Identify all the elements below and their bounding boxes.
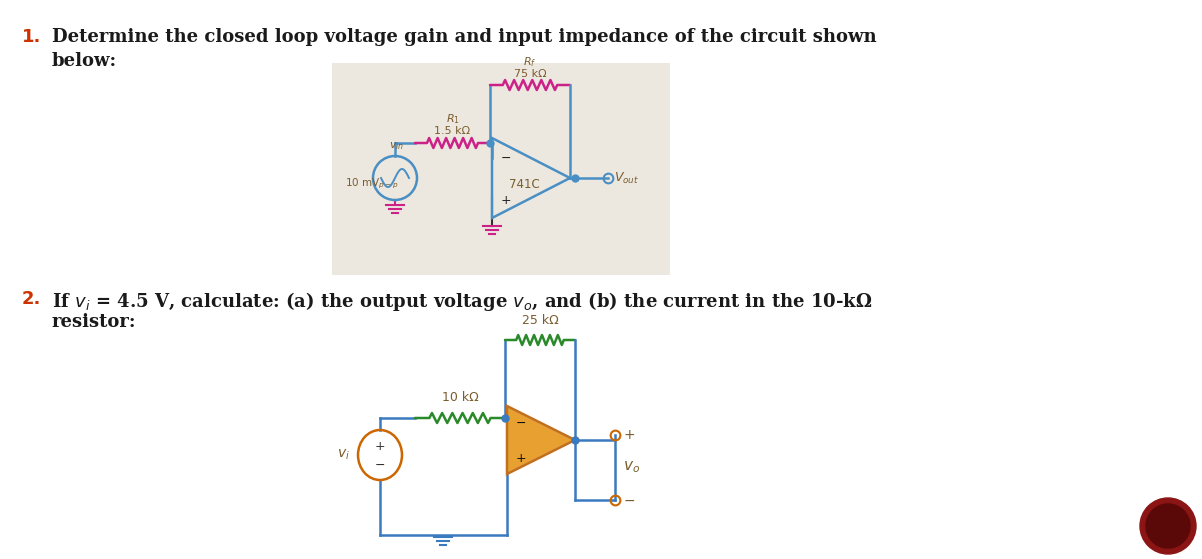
Text: $v_i$: $v_i$ bbox=[337, 448, 350, 462]
Text: 2.: 2. bbox=[22, 290, 41, 308]
Text: 10 kΩ: 10 kΩ bbox=[441, 391, 478, 404]
Text: $R_f$: $R_f$ bbox=[523, 55, 537, 69]
Text: If $v_i$ = 4.5 V, calculate: (a) the output voltage $v_o$, and (b) the current i: If $v_i$ = 4.5 V, calculate: (a) the out… bbox=[52, 290, 873, 313]
Text: 1.: 1. bbox=[22, 28, 41, 46]
Text: $-$: $-$ bbox=[500, 150, 511, 163]
Text: below:: below: bbox=[52, 52, 117, 70]
Text: $-$: $-$ bbox=[375, 457, 386, 471]
Text: $v_{in}$: $v_{in}$ bbox=[389, 140, 405, 152]
Text: $+$: $+$ bbox=[500, 193, 511, 206]
Text: $R_1$: $R_1$ bbox=[446, 112, 459, 126]
Polygon shape bbox=[507, 406, 575, 474]
Text: 10 mV$_{p-p}$: 10 mV$_{p-p}$ bbox=[345, 177, 399, 191]
Bar bbox=[332, 63, 670, 275]
Text: $V_{out}$: $V_{out}$ bbox=[614, 170, 639, 186]
Text: resistor:: resistor: bbox=[52, 313, 137, 331]
Circle shape bbox=[1146, 504, 1190, 548]
Text: $+$: $+$ bbox=[514, 452, 526, 466]
Text: 25 kΩ: 25 kΩ bbox=[522, 314, 559, 327]
Circle shape bbox=[1139, 498, 1196, 554]
Text: Determine the closed loop voltage gain and input impedance of the circuit shown: Determine the closed loop voltage gain a… bbox=[52, 28, 876, 46]
Text: 75 kΩ: 75 kΩ bbox=[513, 69, 547, 79]
Text: $-$: $-$ bbox=[623, 493, 635, 507]
Text: 1.5 kΩ: 1.5 kΩ bbox=[434, 126, 470, 136]
Text: $v_o$: $v_o$ bbox=[623, 459, 639, 475]
Text: $+$: $+$ bbox=[623, 428, 635, 442]
Text: $+$: $+$ bbox=[374, 439, 386, 452]
Text: 741C: 741C bbox=[510, 178, 540, 191]
Text: $-$: $-$ bbox=[514, 415, 526, 429]
